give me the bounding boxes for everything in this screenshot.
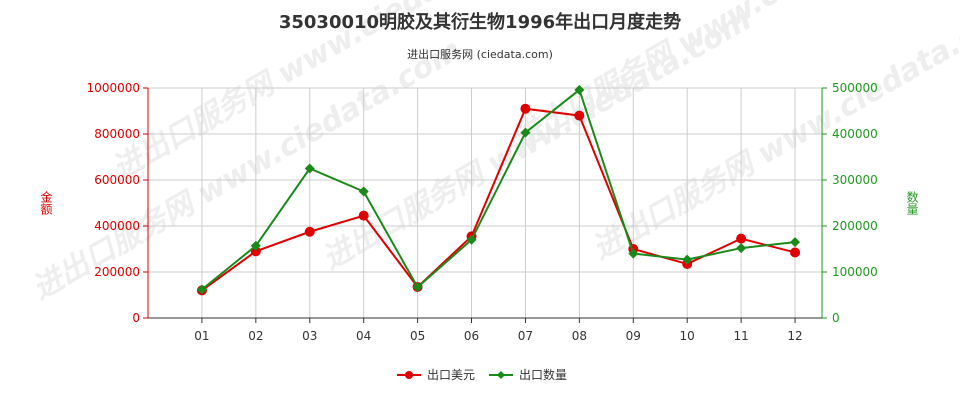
series-2-point (358, 186, 369, 197)
tick-labels: 0 200000 400000 600000 800000 1000000 0 100000 2… (87, 81, 878, 343)
chart-title: 35030010明胶及其衍生物1996年出口月度走势 (279, 11, 681, 33)
y-right-tick-label: 100000 (832, 265, 878, 279)
x-tick-label: 10 (680, 329, 695, 343)
series-2-point (466, 234, 477, 245)
y-left-tick-label: 200000 (94, 265, 140, 279)
legend-label-1: 出口美元 (427, 368, 475, 382)
legend-marker-2 (497, 371, 505, 379)
series-2-point (412, 282, 423, 293)
y-right-tick-label: 400000 (832, 127, 878, 141)
y-left-tick-label: 600000 (94, 173, 140, 187)
x-tick-label: 11 (733, 329, 748, 343)
y-right-tick-label: 0 (832, 311, 840, 325)
legend[interactable]: 出口美元 出口数量 (397, 367, 567, 382)
y-right-tick-label: 500000 (832, 81, 878, 95)
x-tick-label: 01 (194, 329, 209, 343)
y-left-tick-label: 0 (132, 311, 140, 325)
series-2-point (304, 163, 315, 174)
axes (143, 87, 827, 323)
y-right-tick-label: 300000 (832, 173, 878, 187)
y-right-tick-label: 200000 (832, 219, 878, 233)
series-2-point (628, 248, 639, 259)
legend-marker-1 (405, 371, 413, 379)
watermark-text: 进出口服务网 www.ciedata.com (587, 0, 960, 267)
series-layer (196, 84, 801, 296)
y-left-tick-label: 800000 (94, 127, 140, 141)
y-axis-left-title: 金额 (39, 190, 53, 216)
x-tick-label: 09 (626, 329, 641, 343)
legend-label-2: 出口数量 (519, 367, 567, 382)
chart-subtitle: 进出口服务网 (ciedata.com) (407, 47, 553, 61)
series-line-1 (201, 107, 796, 292)
series-2-point (196, 284, 207, 295)
series-1-point (304, 226, 315, 237)
series-1-point (520, 103, 531, 114)
x-tick-label: 02 (248, 329, 263, 343)
x-tick-label: 06 (464, 329, 479, 343)
series-1-point (574, 110, 585, 121)
series-1-point (736, 233, 747, 244)
series-2-point (574, 84, 585, 95)
x-tick-label: 03 (302, 329, 317, 343)
series-1-point (790, 247, 801, 258)
series-line-2 (201, 88, 796, 291)
x-tick-label: 05 (410, 329, 425, 343)
series-2-point (520, 127, 531, 138)
x-tick-label: 07 (518, 329, 533, 343)
y-left-tick-label: 400000 (94, 219, 140, 233)
y-axis-right-title: 数量 (905, 190, 919, 215)
series-2-point (736, 243, 747, 254)
y-left-tick-label: 1000000 (87, 81, 140, 95)
x-tick-label: 08 (572, 329, 587, 343)
series-1-point (358, 210, 369, 221)
series-2-point (790, 237, 801, 248)
x-tick-label: 12 (787, 329, 802, 343)
series-2-point (250, 240, 261, 251)
x-tick-label: 04 (356, 329, 371, 343)
series-2-point (682, 254, 693, 265)
